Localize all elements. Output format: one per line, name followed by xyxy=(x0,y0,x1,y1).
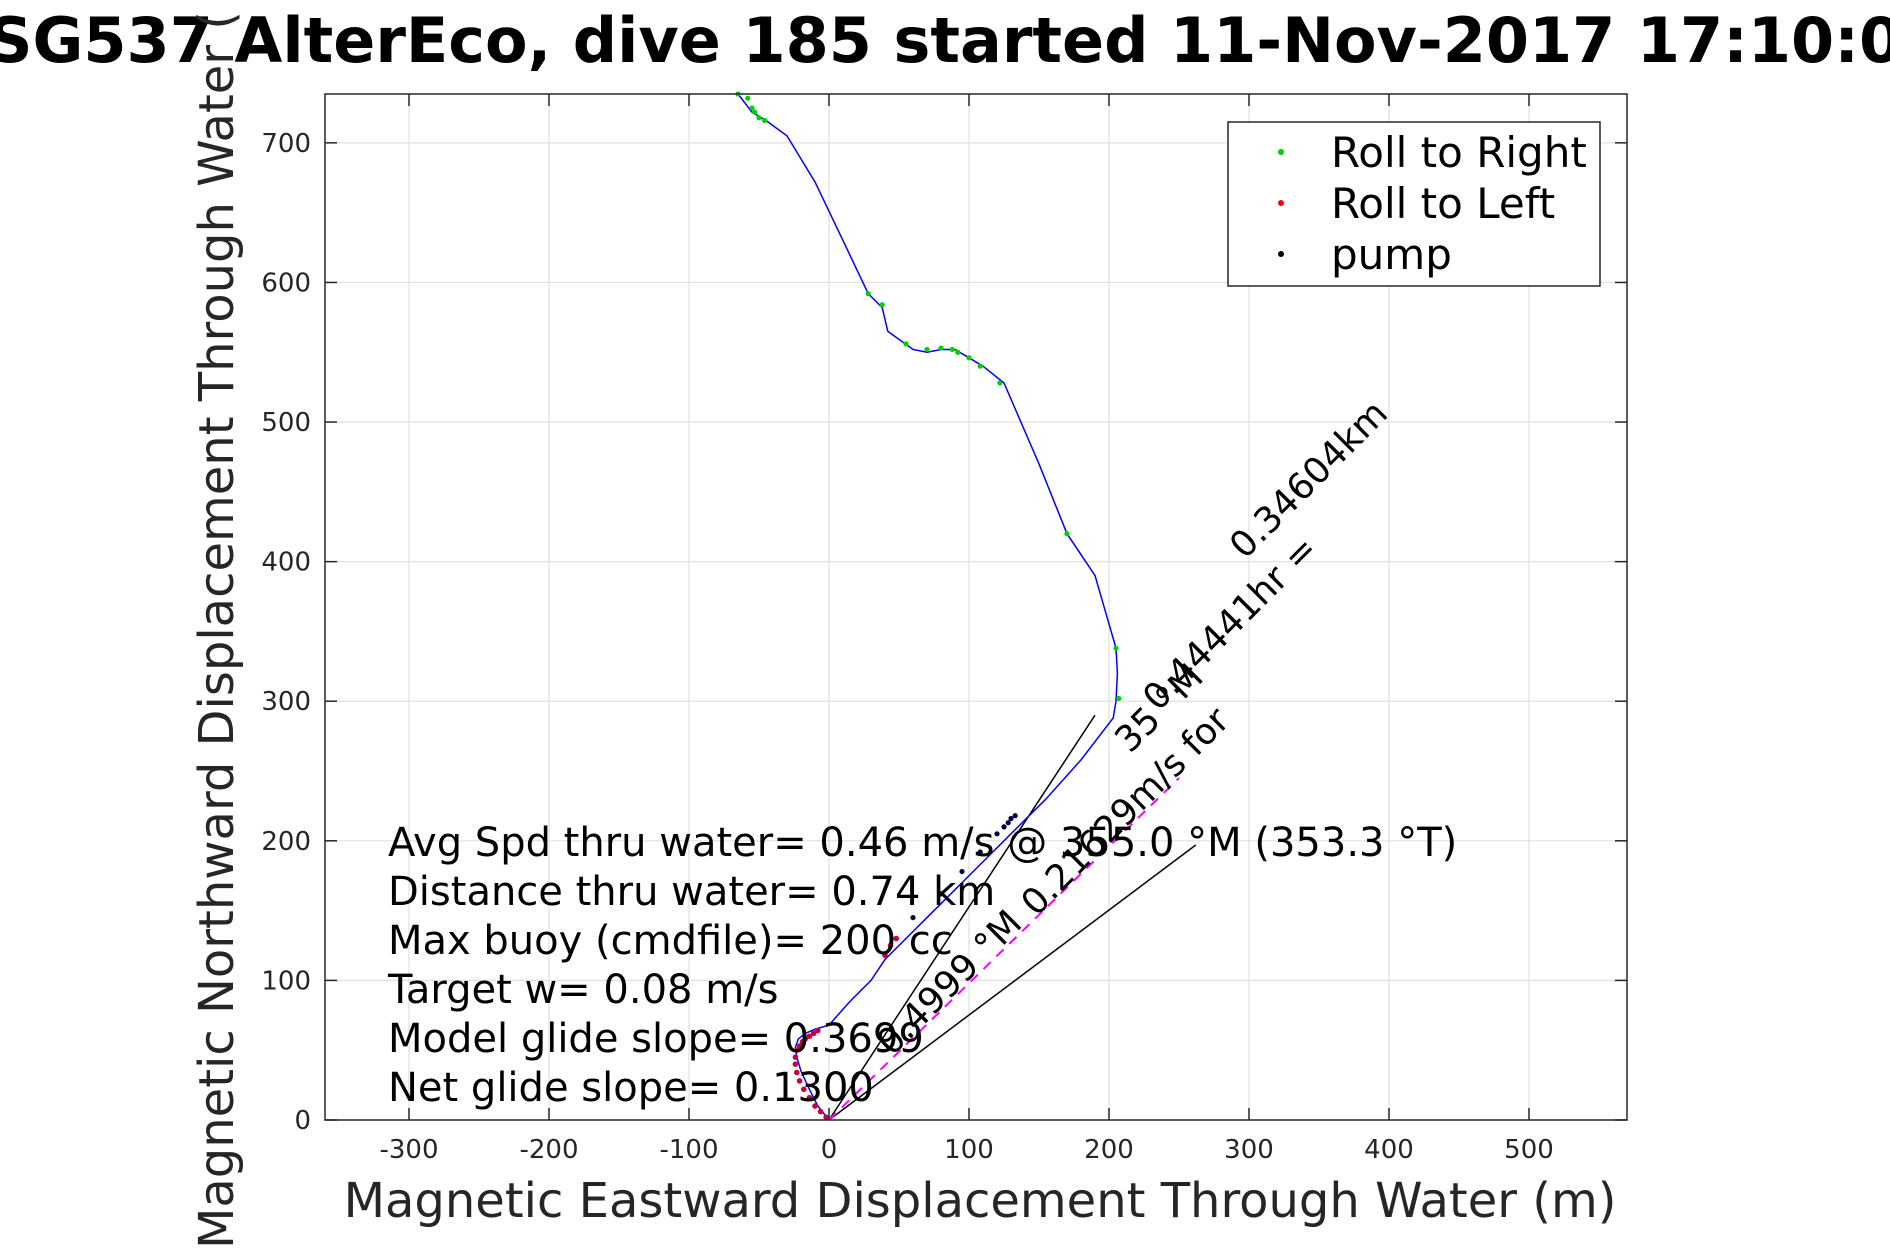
roll-left-point xyxy=(887,942,894,949)
annotation-block: Avg Spd thru water= 0.46 m/s @ 355.0 °M … xyxy=(387,820,1457,1111)
vector-line xyxy=(828,714,1096,1121)
roll-right-point xyxy=(903,341,909,347)
dac-dashed-line xyxy=(828,777,1180,1121)
x-tick-label: -300 xyxy=(379,1135,438,1165)
roll-left-point xyxy=(796,1078,803,1084)
y-tick-label: 300 xyxy=(261,687,311,717)
roll-right-point xyxy=(756,115,762,121)
y-tick-label: 400 xyxy=(261,548,311,578)
y-tick-label: 600 xyxy=(261,268,311,298)
roll-right-point xyxy=(752,109,758,115)
roll-left-point xyxy=(806,1094,813,1101)
annotation-line: Distance thru water= 0.74 km xyxy=(388,869,995,915)
roll-left-point xyxy=(817,1108,824,1115)
legend-label: Roll to Right xyxy=(1331,128,1587,177)
legend-label: Roll to Left xyxy=(1331,179,1555,228)
roll-left-point xyxy=(823,1114,829,1121)
y-tick-label: 700 xyxy=(261,129,311,159)
roll-right-point xyxy=(938,345,944,351)
pump-point xyxy=(1008,815,1014,822)
legend-marker xyxy=(1278,251,1284,257)
pump-point xyxy=(1001,824,1007,830)
roll-left-point xyxy=(882,952,888,959)
roll-left-point xyxy=(794,1069,800,1076)
y-axis-label: Magnetic Northward Displacement Through … xyxy=(189,11,245,1249)
roll-right-point xyxy=(977,363,983,369)
roll-right-point xyxy=(997,380,1003,386)
legend-box xyxy=(1227,121,1601,287)
x-tick-label: 400 xyxy=(1364,1135,1414,1165)
x-axis-label: Magnetic Eastward Displacement Through W… xyxy=(344,1173,1617,1229)
pump-point xyxy=(959,868,965,875)
roll-right-point xyxy=(762,117,768,124)
roll-left-point xyxy=(801,1086,807,1093)
roll-right-point xyxy=(879,302,885,308)
roll-right-point xyxy=(1113,645,1119,651)
plot-frame xyxy=(324,93,1628,1121)
roll-right-point xyxy=(1064,531,1070,537)
annotation-line: Target w= 0.08 m/s xyxy=(387,967,778,1013)
legend-marker xyxy=(1278,149,1284,155)
legend-label: pump xyxy=(1331,230,1452,279)
roll-left-point xyxy=(802,1036,808,1042)
x-tick-label: 0 xyxy=(821,1135,838,1165)
roll-right-point xyxy=(966,355,972,361)
y-tick-label: 100 xyxy=(261,966,311,996)
pump-point xyxy=(994,831,1000,837)
roll-left-point xyxy=(792,1061,799,1067)
axis-ticks: -300 -200 -100 0 100 200 300 400 500 0 100 200 300 40… xyxy=(261,94,1627,1165)
pump-point xyxy=(938,891,944,897)
roll-left-point xyxy=(806,1033,813,1040)
roll-right-point xyxy=(955,349,961,355)
y-tick-label: 200 xyxy=(261,827,311,857)
roll-right-point xyxy=(924,346,930,353)
roll-right-point xyxy=(865,291,871,297)
roll-left-point xyxy=(815,1027,821,1034)
roll-left-point xyxy=(792,1054,799,1060)
pump-point xyxy=(977,849,983,855)
roll-left-point xyxy=(812,1103,818,1109)
annotation-line: Model glide slope= 0.3699 xyxy=(388,1016,924,1062)
y-tick-label: 0 xyxy=(294,1106,311,1136)
x-tick-label: -200 xyxy=(519,1135,578,1165)
vector-line xyxy=(828,844,1197,1121)
roll-left-point xyxy=(794,1047,800,1054)
pump-point xyxy=(1005,820,1011,826)
annotation-line: Max buoy (cmdfile)= 200 cc xyxy=(388,918,953,964)
glider-track-line xyxy=(737,93,1119,1121)
legend-marker xyxy=(1278,200,1284,206)
roll-right-point xyxy=(1116,695,1122,702)
chart-title: SG537 AlterEco, dive 185 started 11-Nov-… xyxy=(0,4,1890,77)
roll-right-point xyxy=(949,346,955,353)
x-tick-label: 300 xyxy=(1224,1135,1274,1165)
x-tick-label: -100 xyxy=(659,1135,718,1165)
pump-point xyxy=(910,914,916,921)
annotation-line: Avg Spd thru water= 0.46 m/s @ 355.0 °M … xyxy=(388,820,1457,866)
pump-point xyxy=(1012,813,1018,819)
x-tick-label: 200 xyxy=(1084,1135,1134,1165)
x-tick-label: 500 xyxy=(1504,1135,1554,1165)
x-tick-label: 100 xyxy=(944,1135,994,1165)
roll-right-point xyxy=(745,95,751,101)
roll-left-point xyxy=(796,1043,803,1049)
annotation-line: Net glide slope= 0.1300 xyxy=(388,1065,874,1111)
y-tick-label: 500 xyxy=(261,408,311,438)
roll-left-point xyxy=(810,1030,817,1037)
roll-right-point xyxy=(749,105,755,111)
roll-left-point xyxy=(893,935,899,942)
